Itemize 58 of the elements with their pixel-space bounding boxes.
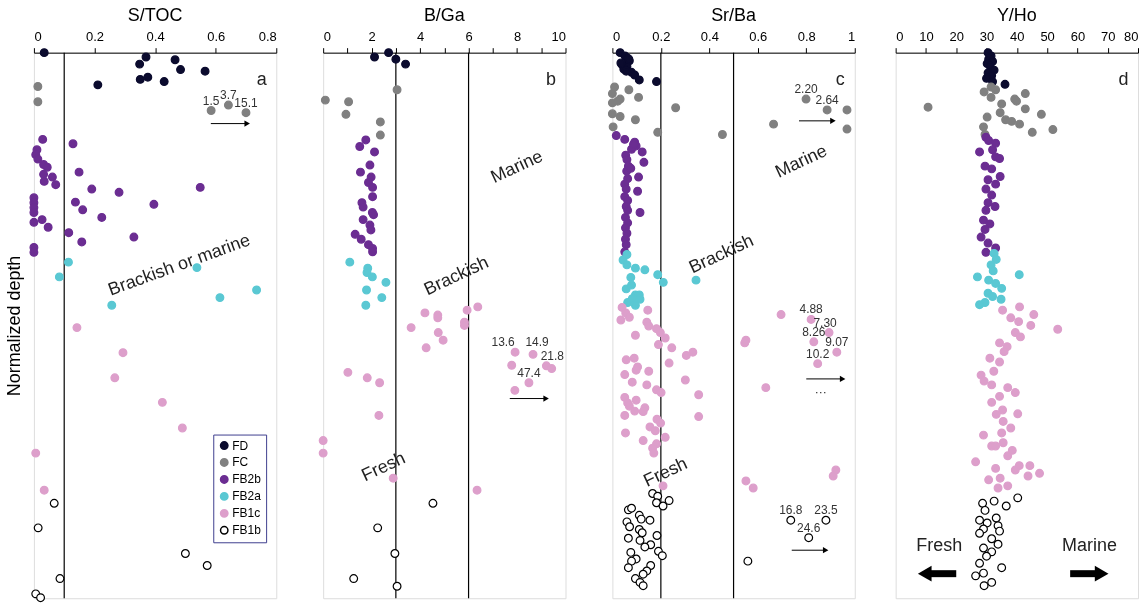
annotation: Marine xyxy=(487,145,546,187)
x-tick-label: 0.8 xyxy=(258,29,277,45)
x-tick-label: 0.4 xyxy=(700,29,719,45)
x-tick-label: 0 xyxy=(34,29,42,45)
x-tick-label: 2 xyxy=(368,29,376,45)
annotation: a xyxy=(256,68,267,89)
annotation: 23.5 xyxy=(814,503,838,518)
x-tick-label: 0.6 xyxy=(749,29,768,45)
x-tick-label: 40 xyxy=(1010,29,1025,45)
x-tick-label: 0.2 xyxy=(652,29,671,45)
x-tick-label: 0.8 xyxy=(797,29,816,45)
legend-label: FB1c xyxy=(232,506,261,521)
annotation: 21.8 xyxy=(540,348,565,363)
annotation: 16.8 xyxy=(779,503,803,518)
annotation: 1.5 xyxy=(202,93,220,108)
x-tick-label: 70 xyxy=(1101,29,1116,45)
legend-label: FB2b xyxy=(232,472,262,487)
legend-label: FC xyxy=(232,455,249,470)
x-tick-label: 20 xyxy=(949,29,964,45)
x-tick-label: 60 xyxy=(1070,29,1086,45)
x-tick-label: 50 xyxy=(1040,29,1055,45)
annotation: Fresh xyxy=(358,447,409,486)
x-tick-label: 4 xyxy=(416,29,425,45)
annotation: c xyxy=(835,68,845,89)
x-tick-label: 10 xyxy=(919,29,934,45)
annotation: 15.1 xyxy=(234,95,258,110)
annotation: 14.9 xyxy=(525,335,550,350)
x-tick-label: 10 xyxy=(551,29,567,45)
chart-title: Sr/Ba xyxy=(711,4,757,25)
annotation: ··· xyxy=(814,384,827,399)
annotation: 24.6 xyxy=(797,520,821,535)
chart-title: B/Ga xyxy=(423,4,465,25)
annotation: 4.88 xyxy=(799,302,824,317)
annotation: Fresh xyxy=(916,535,963,556)
x-tick-label: 0.4 xyxy=(146,29,165,45)
x-tick-label: 0 xyxy=(612,29,621,45)
x-tick-label: 0.2 xyxy=(85,29,105,45)
legend-label: FB1b xyxy=(232,523,262,538)
x-tick-label: 0.6 xyxy=(207,29,226,45)
x-tick-label: 0 xyxy=(896,29,904,45)
x-tick-label: 0 xyxy=(323,29,331,45)
x-tick-label: 1 xyxy=(848,29,856,45)
annotation: 13.6 xyxy=(491,335,516,350)
legend-label: FB2a xyxy=(232,489,262,504)
annotation: Marine xyxy=(1062,535,1117,556)
chart-title: S/TOC xyxy=(127,4,183,25)
y-axis-title: Normalized depth xyxy=(4,255,25,397)
x-tick-label: 30 xyxy=(979,29,995,45)
annotation: d xyxy=(1118,68,1129,89)
x-tick-label: 6 xyxy=(465,29,473,45)
annotation: 47.4 xyxy=(517,365,541,380)
legend-label: FD xyxy=(232,438,249,453)
annotation: 2.64 xyxy=(815,92,840,107)
x-tick-label: 80 xyxy=(1124,29,1139,45)
chart-title: Y/Ho xyxy=(996,4,1037,25)
annotation: Fresh xyxy=(640,453,691,491)
annotation: b xyxy=(545,68,556,89)
x-tick-label: 8 xyxy=(513,29,522,45)
